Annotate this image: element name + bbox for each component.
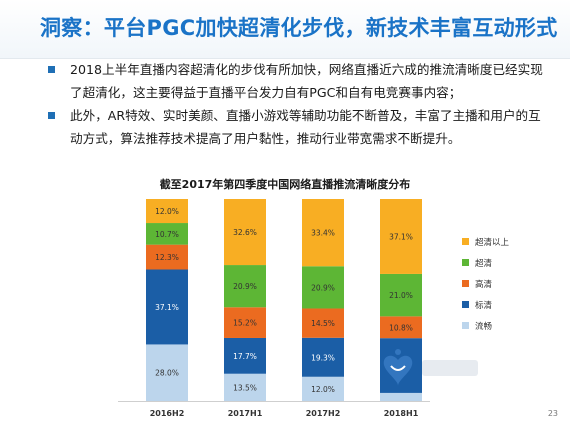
data-label: 37.1% bbox=[155, 303, 179, 312]
bar-segment bbox=[224, 373, 266, 401]
page-title: 洞察：平台PGC加快超清化步伐，新技术丰富互动形式 bbox=[40, 16, 558, 40]
bar-segment bbox=[380, 392, 422, 401]
data-label: 17.7% bbox=[233, 352, 257, 361]
data-label: 15.2% bbox=[233, 319, 257, 328]
legend-label: 标清 bbox=[475, 300, 493, 311]
data-label: 20.9% bbox=[311, 283, 335, 292]
bar-segment bbox=[380, 273, 422, 317]
legend-swatch bbox=[462, 322, 469, 329]
data-label: 33.4% bbox=[311, 229, 335, 238]
bar-segment bbox=[224, 307, 266, 338]
legend-swatch bbox=[462, 238, 469, 245]
data-label: 12.3% bbox=[155, 253, 179, 262]
x-tick-label: 2017H1 bbox=[228, 409, 263, 418]
data-label: 19.3% bbox=[311, 353, 335, 362]
legend-swatch bbox=[462, 280, 469, 287]
legend-label: 超清 bbox=[475, 258, 493, 269]
page-number: 23 bbox=[547, 409, 558, 418]
x-tick-label: 2018H1 bbox=[384, 409, 419, 418]
bullet-text: 2018上半年直播内容超清化的步伐有所加快，网络直播近六成的推流清晰度已经实现了… bbox=[70, 62, 543, 100]
bar-segment bbox=[302, 266, 344, 309]
data-label: 12.0% bbox=[155, 207, 179, 216]
chart-title: 截至2017年第四季度中国网络直播推流清晰度分布 bbox=[159, 178, 411, 191]
data-label: 10.7% bbox=[155, 230, 179, 239]
legend-swatch bbox=[462, 301, 469, 308]
bar-segment bbox=[224, 265, 266, 308]
bullet-list: 2018上半年直播内容超清化的步伐有所加快，网络直播近六成的推流清晰度已经实现了… bbox=[44, 58, 544, 150]
legend-swatch bbox=[462, 259, 469, 266]
bar-segment bbox=[302, 337, 344, 377]
data-label: 10.8% bbox=[389, 323, 413, 332]
title-bar: 洞察：平台PGC加快超清化步伐，新技术丰富互动形式 bbox=[0, 0, 570, 59]
data-label: 21.0% bbox=[389, 291, 413, 300]
data-label: 32.6% bbox=[233, 228, 257, 237]
bar-segment bbox=[224, 199, 266, 266]
bar-segment bbox=[380, 199, 422, 274]
bullet-text: 此外，AR特效、实时美颜、直播小游戏等辅助功能不断普及，丰富了主播和用户的互动方… bbox=[70, 108, 541, 146]
data-label: 28.0% bbox=[155, 369, 179, 378]
x-tick-label: 2016H2 bbox=[150, 409, 185, 418]
square-bullet-icon bbox=[48, 112, 55, 119]
square-bullet-icon bbox=[48, 66, 55, 73]
bar-segment bbox=[380, 316, 422, 339]
bar-segment bbox=[146, 199, 188, 224]
bar-segment bbox=[146, 344, 188, 401]
data-label: 14.5% bbox=[311, 319, 335, 328]
x-tick-label: 2017H2 bbox=[306, 409, 341, 418]
data-label: 37.1% bbox=[389, 232, 413, 241]
bullet-item: 此外，AR特效、实时美颜、直播小游戏等辅助功能不断普及，丰富了主播和用户的互动方… bbox=[44, 104, 544, 150]
bar-segment bbox=[302, 376, 344, 401]
data-label: 20.9% bbox=[233, 282, 257, 291]
data-label: 13.5% bbox=[233, 383, 257, 392]
bar-segment bbox=[146, 244, 188, 270]
bar-segment bbox=[146, 223, 188, 245]
legend-label: 超清以上 bbox=[475, 237, 510, 248]
bar-segment bbox=[302, 308, 344, 338]
bar-segment bbox=[302, 199, 344, 267]
bar-segment bbox=[224, 337, 266, 374]
bar-segment bbox=[146, 269, 188, 345]
data-label: 12.0% bbox=[311, 385, 335, 394]
legend-label: 高清 bbox=[475, 279, 493, 290]
legend-label: 流畅 bbox=[475, 321, 493, 332]
bullet-item: 2018上半年直播内容超清化的步伐有所加快，网络直播近六成的推流清晰度已经实现了… bbox=[44, 58, 544, 104]
watermark-logo bbox=[383, 349, 478, 386]
